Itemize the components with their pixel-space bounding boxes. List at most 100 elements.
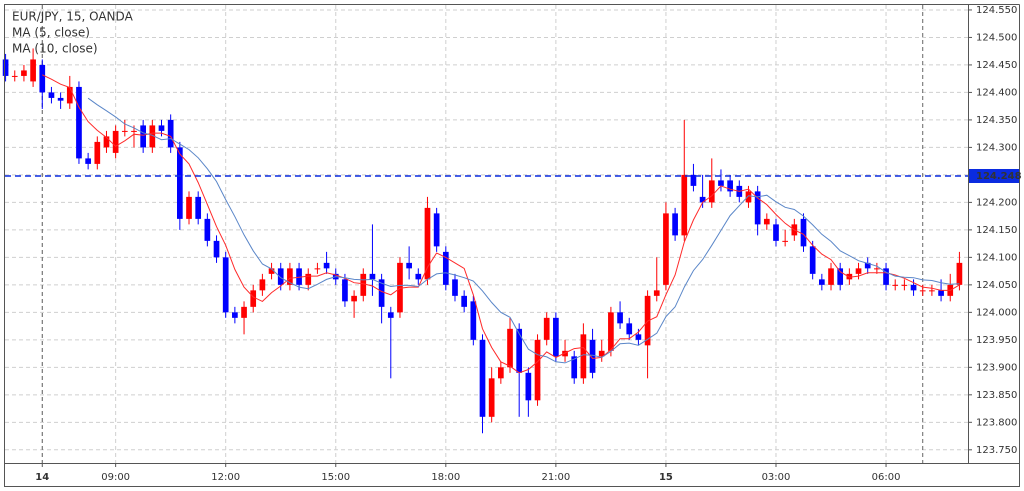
chart-title: EUR/JPY, 15, OANDA (12, 10, 134, 24)
candle-body (901, 284, 908, 286)
candle-body (773, 224, 779, 241)
candle-body (442, 251, 449, 285)
grid (5, 5, 968, 463)
candle-body (708, 180, 715, 203)
y-tick-label: 124.300 (976, 142, 1017, 153)
candle-body (94, 141, 101, 164)
y-tick-label: 124.000 (976, 307, 1017, 318)
candle-body (699, 196, 706, 203)
candle-body (864, 262, 871, 269)
x-tick-label: 15 (659, 472, 673, 483)
candle-body (378, 279, 385, 307)
candle-body (85, 158, 91, 164)
y-tick-label: 124.150 (976, 225, 1017, 236)
candle-body (415, 273, 422, 280)
candle-body (690, 174, 697, 186)
candle-body (837, 268, 844, 285)
candle-body (497, 367, 504, 379)
legend: EUR/JPY, 15, OANDA MA (5, close) MA (10,… (12, 10, 134, 56)
candle-body (268, 268, 275, 274)
candle-body (406, 262, 412, 269)
candle-body (30, 59, 36, 82)
candle-body (103, 136, 110, 148)
candle-body (672, 213, 678, 236)
candle-body (277, 268, 284, 285)
candle-body (562, 350, 568, 357)
candle-body (186, 196, 192, 219)
time-axis-frame (4, 463, 1020, 487)
candle-body (149, 125, 156, 148)
candle-body (57, 97, 64, 101)
candle-body (167, 119, 174, 148)
candle-body (938, 290, 944, 296)
candle-body (351, 295, 357, 302)
x-tick-label: 09:00 (101, 472, 130, 483)
y-tick-label: 123.950 (976, 335, 1017, 346)
candle-body (929, 290, 935, 292)
candle-body (204, 218, 211, 241)
candle-body (534, 339, 541, 401)
y-tick-label: 124.550 (976, 5, 1017, 16)
x-tick-label: 03:00 (762, 472, 791, 483)
candle-body (213, 240, 220, 258)
candle-body (580, 334, 587, 379)
candle-body (305, 273, 312, 285)
candle-body (543, 317, 550, 340)
candle-body (754, 191, 761, 225)
y-tick-label: 124.050 (976, 280, 1017, 291)
moving-average (87, 97, 960, 364)
candle-body (553, 317, 559, 357)
candle-body (571, 356, 578, 379)
candle-body (176, 147, 183, 219)
candle-body (598, 350, 605, 357)
candle-body (11, 75, 18, 77)
legend-entry: MA (5, close) (12, 26, 90, 40)
candle-body (626, 323, 633, 335)
candle-body (369, 273, 376, 280)
candle-body (461, 295, 468, 307)
y-tick-label: 123.850 (976, 390, 1017, 401)
candle-body (158, 125, 165, 131)
legend-entry: MA (10, close) (12, 42, 98, 56)
x-tick-label: 18:00 (431, 472, 460, 483)
y-tick-label: 124.200 (976, 197, 1017, 208)
candle-body (342, 279, 348, 302)
candle-body (140, 125, 147, 148)
candle-body (323, 262, 330, 269)
candle-body (617, 312, 623, 324)
y-tick-label: 123.800 (976, 417, 1017, 428)
x-tick-label: 06:00 (872, 472, 901, 483)
candle-body (287, 268, 293, 285)
candle-body (745, 191, 752, 203)
candle-body (800, 218, 807, 247)
candle-body (259, 279, 266, 291)
candle-body (112, 130, 119, 153)
x-tick-label: 14 (35, 472, 49, 483)
candle-body (727, 180, 733, 192)
candle-body (874, 268, 880, 270)
candle-body (956, 262, 963, 285)
candle-body (635, 334, 642, 340)
candle-body (387, 312, 394, 318)
y-tick-label: 124.450 (976, 60, 1017, 71)
y-tick-label: 124.350 (976, 115, 1017, 126)
candle-body (883, 268, 889, 285)
candle-body (195, 196, 202, 219)
candle-body (663, 213, 669, 285)
candle-body (250, 290, 257, 307)
y-tick-label: 124.400 (976, 87, 1017, 98)
candle-body (507, 328, 513, 368)
candle-body (121, 130, 128, 132)
candle-body (452, 279, 458, 296)
candle-body (855, 268, 862, 274)
candle-body (314, 268, 321, 270)
candle-body (488, 378, 495, 417)
candle-body (360, 273, 367, 296)
candle-body (470, 301, 477, 340)
candle-body (397, 262, 403, 313)
y-tick-label: 124.100 (976, 252, 1017, 263)
x-tick-label: 15:00 (321, 472, 350, 483)
candle-body (66, 86, 73, 104)
